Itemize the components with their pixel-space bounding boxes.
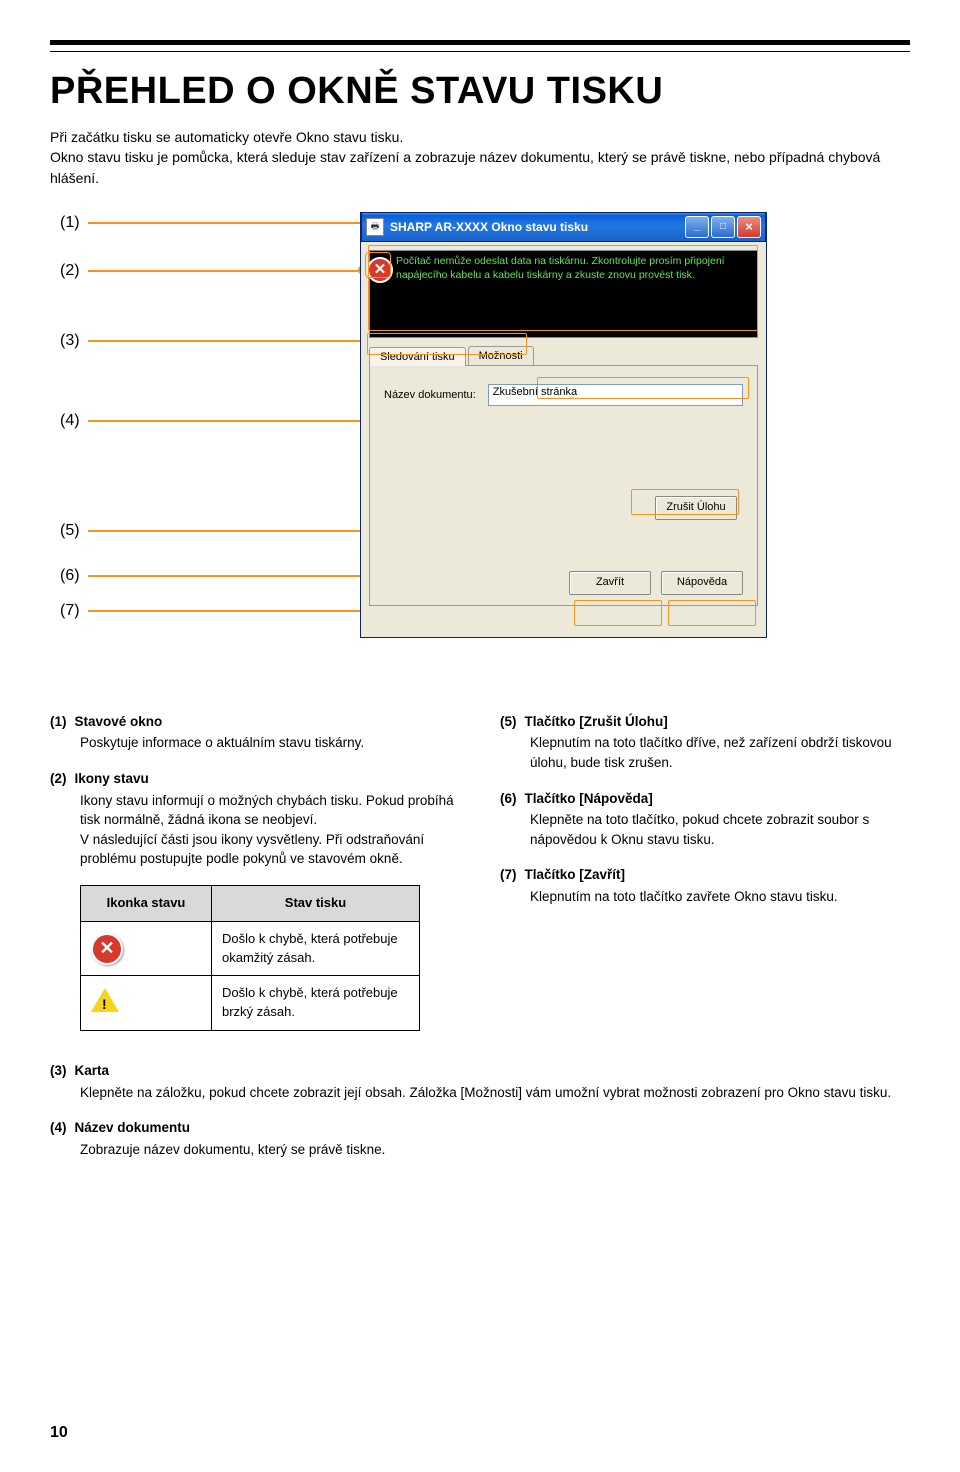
item4-body: Zobrazuje název dokumentu, který se práv… [80, 1140, 910, 1160]
tabs: Sledování tisku Možnosti [369, 346, 758, 366]
item7-body: Klepnutím na toto tlačítko zavřete Okno … [530, 887, 910, 907]
page-number: 10 [50, 1424, 68, 1442]
cancel-job-button[interactable]: Zrušit Úlohu [655, 496, 737, 520]
item2-num: (2) [50, 769, 67, 789]
doc-name-label: Název dokumentu: [384, 389, 476, 401]
item3-title: Karta [75, 1061, 110, 1081]
item5-body: Klepnutím na toto tlačítko dříve, než za… [530, 733, 910, 772]
icon-table: Ikonka stavu Stav tisku ✕ Došlo k chybě,… [80, 885, 420, 1031]
panel: Název dokumentu: Zkušební stránka Zrušit… [369, 366, 758, 606]
item1-num: (1) [50, 712, 67, 732]
callout-2: (2) [60, 262, 80, 280]
cell-err-text: Došlo k chybě, která potřebuje okamžitý … [212, 921, 420, 976]
item3-num: (3) [50, 1061, 67, 1081]
item7-num: (7) [500, 865, 517, 885]
item2-body: Ikony stavu informují o možných chybách … [80, 791, 460, 869]
print-status-window: 🖶 SHARP AR-XXXX Okno stavu tisku _ □ × ✕… [360, 212, 767, 638]
close-x-button[interactable]: × [737, 216, 761, 238]
doc-name-field: Zkušební stránka [488, 384, 743, 406]
item3-body: Klepněte na záložku, pokud chcete zobraz… [80, 1083, 910, 1103]
item2-title: Ikony stavu [75, 769, 149, 789]
item6-title: Tlačítko [Nápověda] [525, 789, 653, 809]
status-pane: ✕ Počítač nemůže odeslat data na tiskárn… [369, 250, 758, 338]
cell-warnicon [81, 976, 212, 1031]
callout-7: (7) [60, 602, 80, 620]
cell-erricon: ✕ [81, 921, 212, 976]
item4-num: (4) [50, 1118, 67, 1138]
item1-title: Stavové okno [75, 712, 163, 732]
item6-body: Klepněte na toto tlačítko, pokud chcete … [530, 810, 910, 849]
item5-num: (5) [500, 712, 517, 732]
callout-1: (1) [60, 214, 80, 232]
error-red-icon: ✕ [91, 933, 123, 965]
cell-warn-text: Došlo k chybě, která potřebuje brzký zás… [212, 976, 420, 1031]
item5-title: Tlačítko [Zrušit Úlohu] [525, 712, 668, 732]
item6-num: (6) [500, 789, 517, 809]
callout-5: (5) [60, 522, 80, 540]
page-title: PŘEHLED O OKNĚ STAVU TISKU [50, 70, 910, 113]
th-status: Stav tisku [212, 885, 420, 921]
warning-icon [91, 988, 119, 1012]
item1-body: Poskytuje informace o aktuálním stavu ti… [80, 733, 460, 753]
titlebar[interactable]: 🖶 SHARP AR-XXXX Okno stavu tisku _ □ × [361, 212, 766, 242]
intro-text: Při začátku tisku se automaticky otevře … [50, 127, 910, 188]
callout-3: (3) [60, 332, 80, 350]
maximize-button[interactable]: □ [711, 216, 735, 238]
tab-monitoring[interactable]: Sledování tisku [369, 347, 466, 366]
window-title: SHARP AR-XXXX Okno stavu tisku [390, 220, 683, 234]
item4-title: Název dokumentu [75, 1118, 191, 1138]
minimize-button[interactable]: _ [685, 216, 709, 238]
callout-6: (6) [60, 567, 80, 585]
help-button[interactable]: Nápověda [661, 571, 743, 595]
error-icon: ✕ [367, 257, 393, 283]
th-icon: Ikonka stavu [81, 885, 212, 921]
tab-options[interactable]: Možnosti [468, 346, 534, 365]
status-message: Počítač nemůže odeslat data na tiskárnu.… [396, 255, 751, 282]
close-button[interactable]: Zavřít [569, 571, 651, 595]
item7-title: Tlačítko [Zavřít] [525, 865, 626, 885]
callout-4: (4) [60, 412, 80, 430]
printer-icon: 🖶 [366, 218, 384, 236]
